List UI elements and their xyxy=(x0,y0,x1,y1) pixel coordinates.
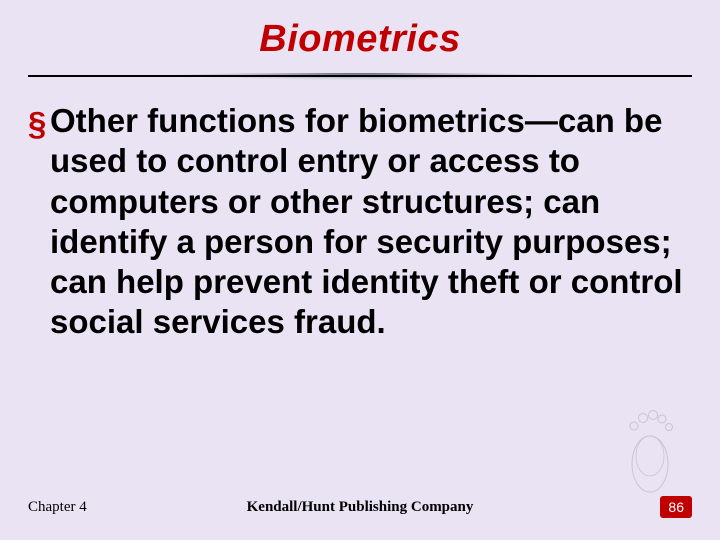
bullet-marker: § xyxy=(28,101,42,140)
page-number-badge: 86 xyxy=(660,496,692,518)
footer-chapter: Chapter 4 xyxy=(28,499,87,516)
title-underline xyxy=(28,67,692,83)
bullet-text: Other functions for biometrics—can be us… xyxy=(50,101,692,343)
footer-publisher: Kendall/Hunt Publishing Company xyxy=(247,499,474,516)
rule-line xyxy=(28,75,692,77)
bullet-list: § Other functions for biometrics—can be … xyxy=(28,101,692,343)
slide-footer: Chapter 4 Kendall/Hunt Publishing Compan… xyxy=(0,496,720,518)
footprint-icon xyxy=(620,396,680,496)
list-item: § Other functions for biometrics—can be … xyxy=(28,101,692,343)
slide-title: Biometrics xyxy=(28,18,692,61)
slide: Biometrics § Other functions for biometr… xyxy=(0,0,720,540)
